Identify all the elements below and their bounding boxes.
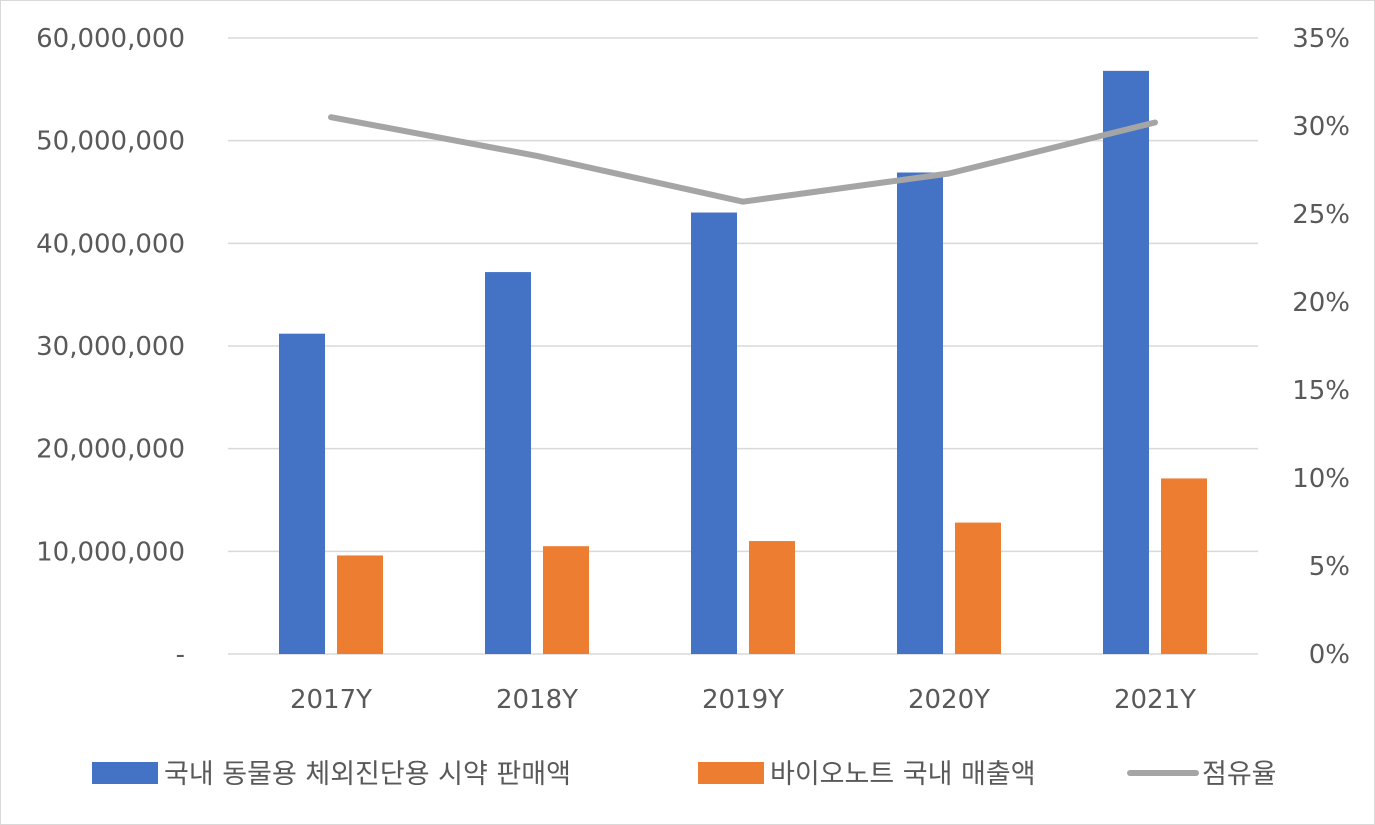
legend-label-bionote-sales: 바이오노트 국내 매출액 — [770, 759, 1036, 790]
bar-bionote-sales — [337, 555, 383, 654]
bar-bionote-sales — [1161, 478, 1207, 654]
legend-swatch-market-sales — [92, 762, 158, 784]
right-axis-tick-label: 25% — [1292, 200, 1350, 230]
left-axis-tick-label: - — [176, 640, 185, 670]
right-axis-tick-label: 5% — [1309, 552, 1350, 582]
left-axis-tick-label: 10,000,000 — [36, 537, 185, 567]
bar-bionote-sales — [543, 546, 589, 654]
right-axis-tick-label: 30% — [1292, 112, 1350, 142]
left-axis-tick-label: 20,000,000 — [36, 435, 185, 465]
right-axis-tick-label: 15% — [1292, 376, 1350, 406]
legend-label-market-sales: 국내 동물용 체외진단용 시약 판매액 — [164, 759, 571, 790]
bar-market-sales — [485, 272, 531, 654]
bar-market-sales — [1103, 70, 1149, 654]
x-axis-tick-label: 2021Y — [1114, 685, 1196, 715]
line-share — [328, 114, 1158, 205]
bar-market-sales — [691, 212, 737, 655]
legend-label-share: 점유율 — [1202, 759, 1277, 790]
left-axis-tick-label: 50,000,000 — [36, 127, 185, 157]
x-axis-tick-label: 2019Y — [702, 685, 784, 715]
x-axis-tick-label: 2020Y — [908, 685, 990, 715]
right-axis-tick-label: 0% — [1309, 640, 1350, 670]
bar-bionote-sales — [749, 541, 795, 654]
legend-swatch-bionote-sales — [698, 762, 764, 784]
right-axis-tick-label: 20% — [1292, 288, 1350, 318]
x-axis-tick-label: 2017Y — [290, 685, 372, 715]
bar-market-sales — [897, 172, 943, 654]
left-axis-tick-label: 30,000,000 — [36, 332, 185, 362]
bar-market-sales — [279, 333, 325, 654]
left-axis-tick-label: 40,000,000 — [36, 229, 185, 259]
bar-bionote-sales — [955, 522, 1001, 654]
x-axis-tick-label: 2018Y — [496, 685, 578, 715]
left-axis-tick-label: 60,000,000 — [36, 24, 185, 54]
right-axis-tick-label: 10% — [1292, 464, 1350, 494]
right-axis-tick-label: 35% — [1292, 24, 1350, 54]
